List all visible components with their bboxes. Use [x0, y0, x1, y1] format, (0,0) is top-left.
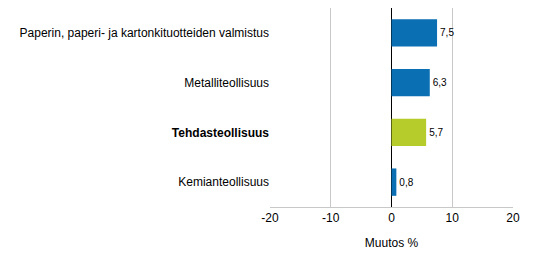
svg-text:0: 0 — [388, 211, 395, 225]
svg-text:5,7: 5,7 — [429, 127, 443, 138]
svg-text:20: 20 — [506, 211, 520, 225]
svg-text:6,3: 6,3 — [433, 77, 447, 88]
svg-text:Tehdasteollisuus: Tehdasteollisuus — [172, 126, 269, 140]
svg-text:Metalliteollisuus: Metalliteollisuus — [184, 76, 269, 90]
svg-text:10: 10 — [446, 211, 460, 225]
svg-text:Kemianteollisuus: Kemianteollisuus — [178, 175, 269, 189]
svg-text:7,5: 7,5 — [440, 27, 454, 38]
svg-text:-10: -10 — [322, 211, 340, 225]
svg-text:Muutos %: Muutos % — [365, 236, 419, 250]
svg-text:0,8: 0,8 — [399, 177, 413, 188]
svg-text:-20: -20 — [261, 211, 279, 225]
svg-text:Paperin, paperi- ja kartonkitu: Paperin, paperi- ja kartonkituotteiden v… — [20, 26, 269, 40]
